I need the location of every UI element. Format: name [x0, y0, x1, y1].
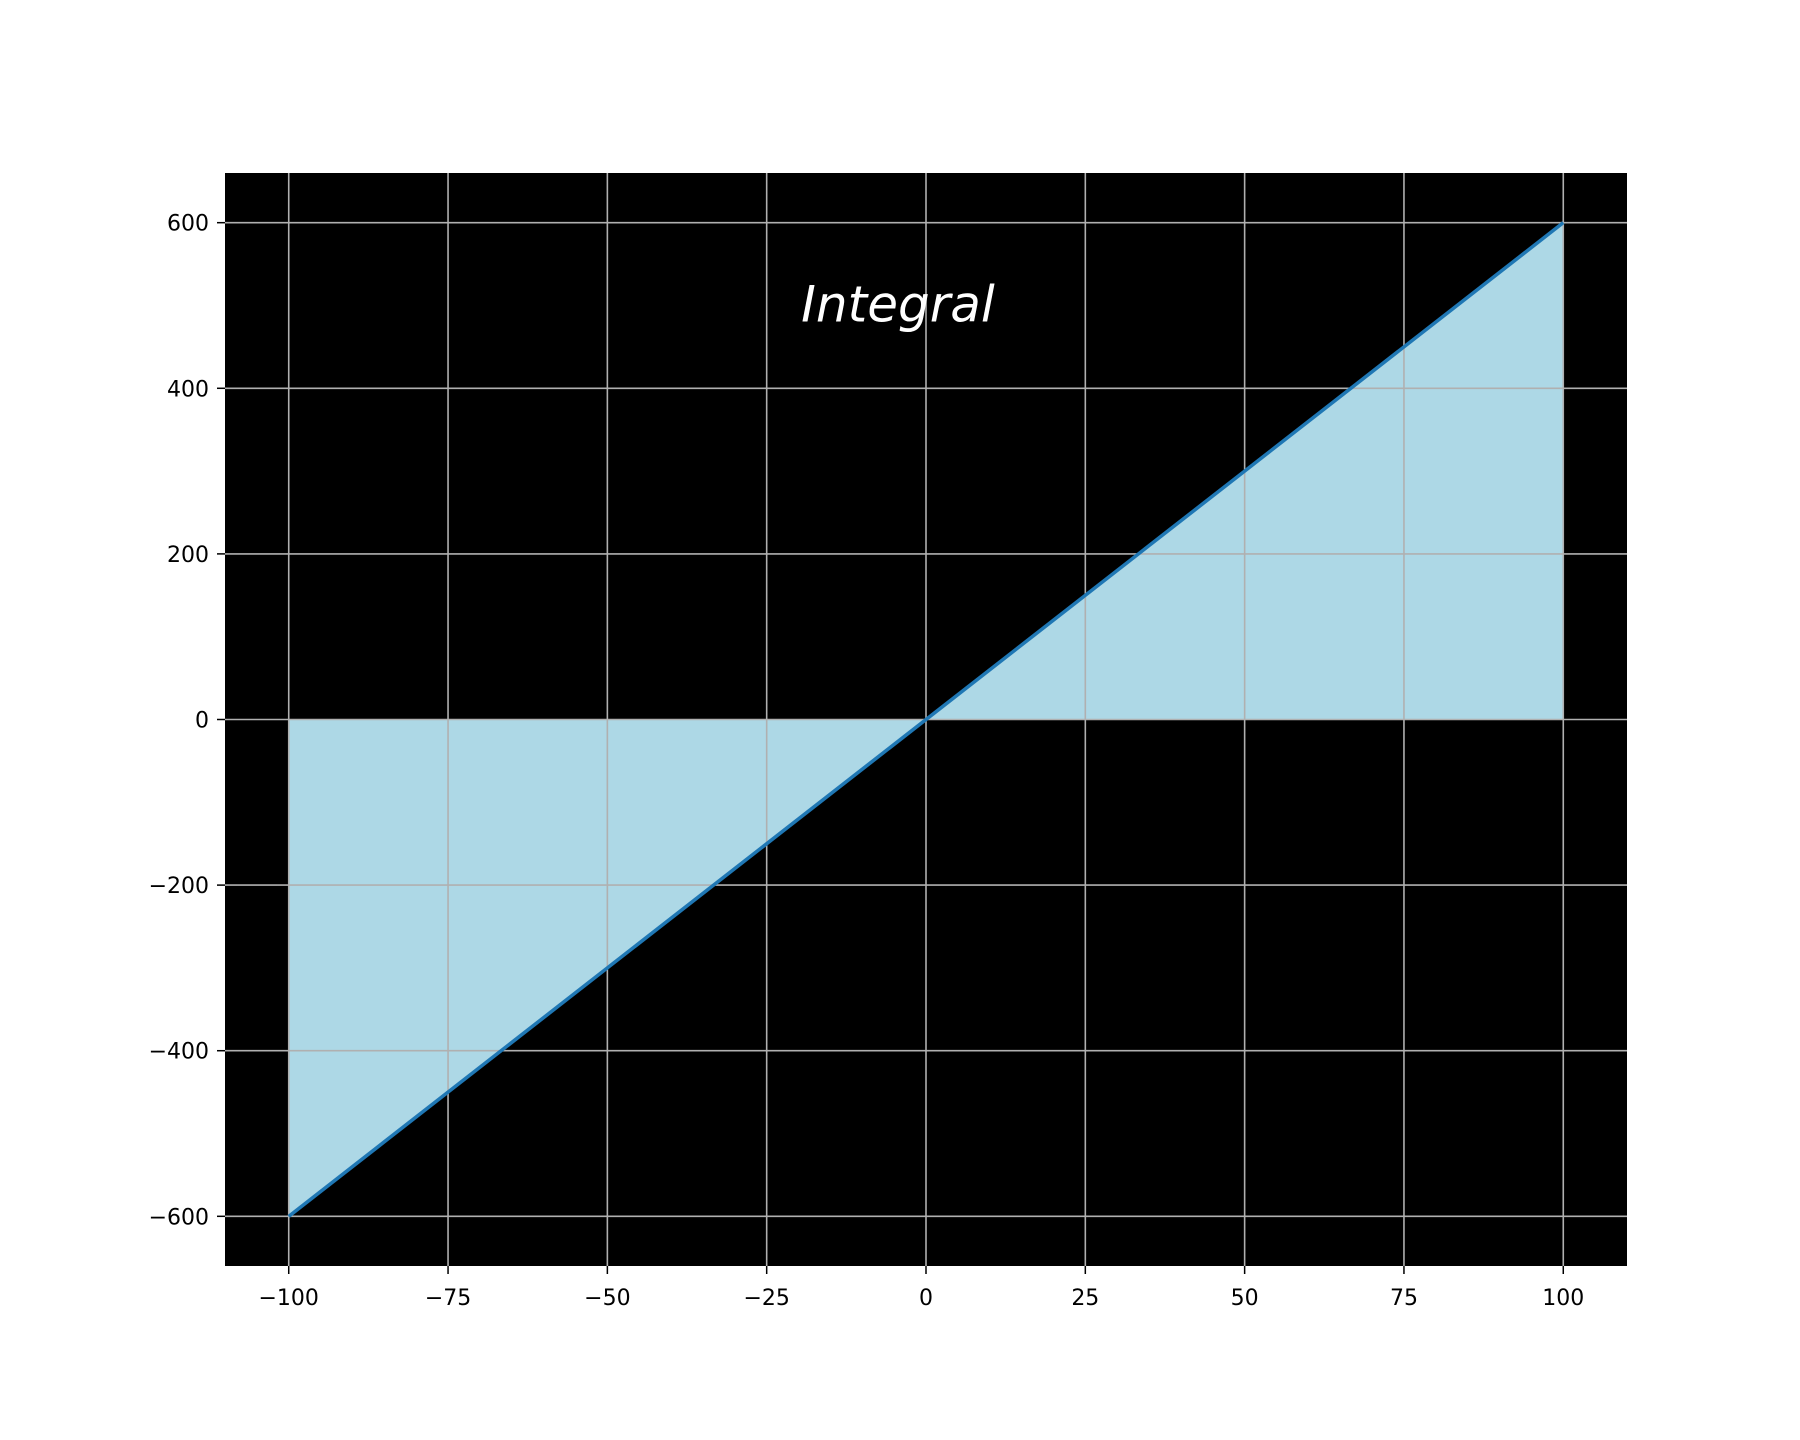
x-axis-ticks: −100 −75 −50 −25 0 25 50 75 100: [259, 1266, 1584, 1311]
y-tick-label: −600: [149, 1205, 209, 1230]
y-tick-label: 400: [167, 377, 209, 402]
series-line: [287, 221, 1565, 1218]
x-tick-label: −75: [425, 1286, 471, 1311]
y-tick-label: 600: [167, 212, 209, 237]
annotation-text: Integral: [801, 275, 995, 333]
y-tick-label: −200: [149, 874, 209, 899]
y-tick-label: −400: [149, 1040, 209, 1065]
x-tick-label: 0: [919, 1286, 933, 1311]
x-tick-label: −25: [743, 1286, 789, 1311]
x-tick-label: 100: [1542, 1286, 1584, 1311]
x-tick-label: −100: [259, 1286, 319, 1311]
x-tick-label: −50: [584, 1286, 630, 1311]
line-layer: [287, 221, 1565, 1218]
annotation-layer: Integral: [801, 275, 995, 333]
x-tick-label: 50: [1231, 1286, 1259, 1311]
y-tick-label: 200: [167, 543, 209, 568]
y-axis-ticks: −600 −400 −200 0 200 400 600: [149, 212, 225, 1230]
x-tick-label: 25: [1071, 1286, 1099, 1311]
y-tick-label: 0: [195, 709, 209, 734]
x-tick-label: 75: [1390, 1286, 1418, 1311]
